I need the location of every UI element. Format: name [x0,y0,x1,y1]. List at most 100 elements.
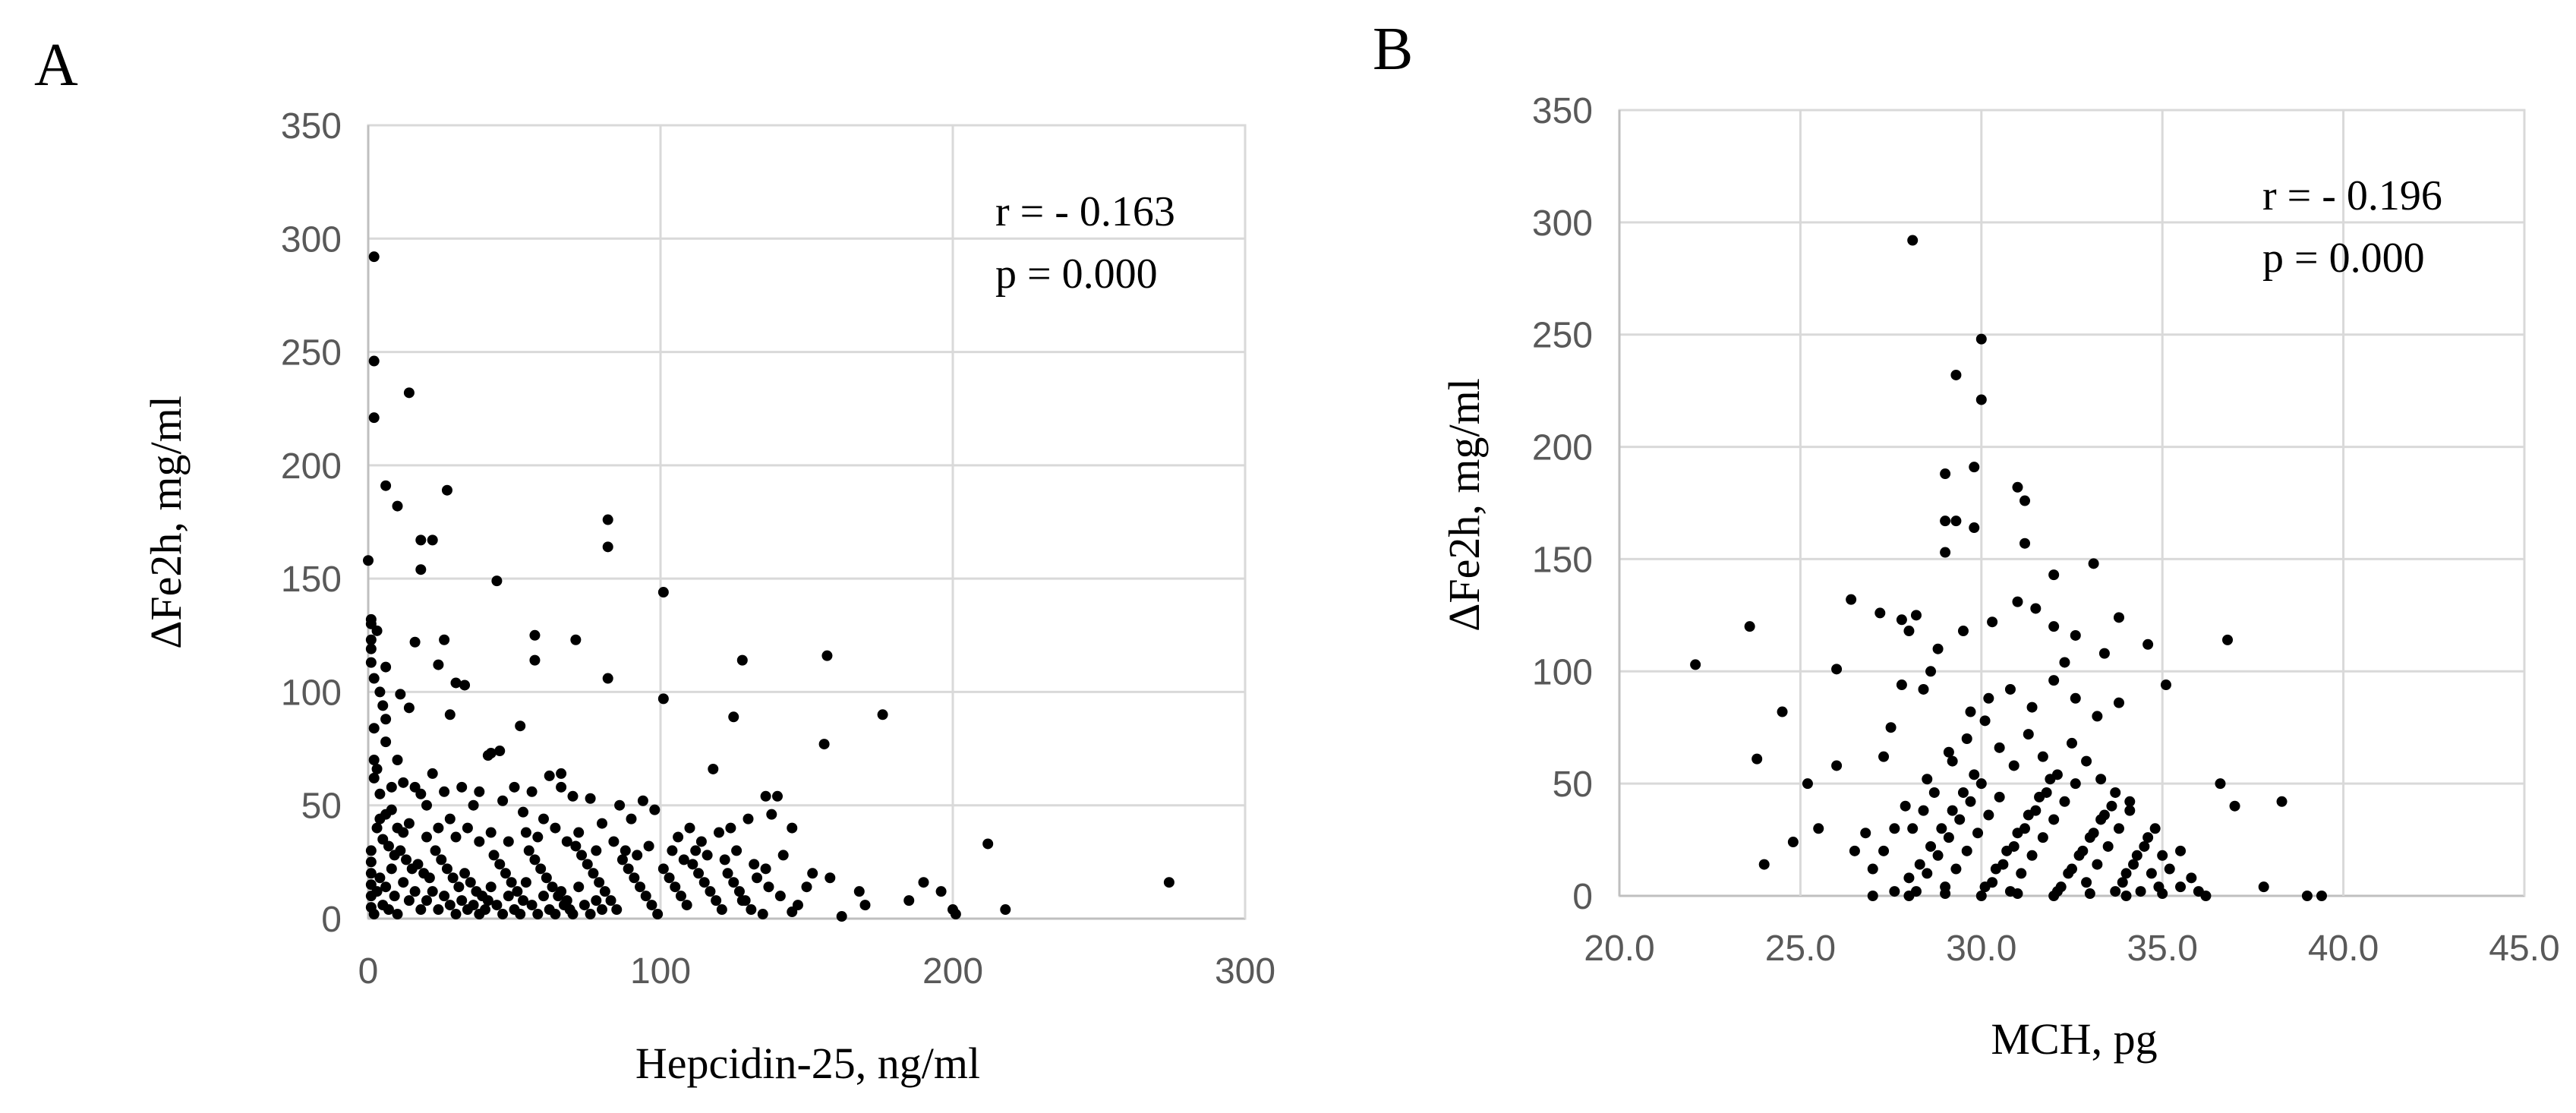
data-point [2059,796,2070,807]
data-point [561,836,572,847]
data-point [2149,823,2161,834]
data-point [1928,787,1940,798]
data-point [409,781,421,793]
data-point [447,872,459,884]
data-point [368,355,380,367]
data-point [401,854,412,865]
data-point [561,895,572,906]
y-tick-label: 100 [1532,652,1593,692]
data-point [2037,832,2048,843]
data-point [695,836,707,847]
panel-b-correlation-r: r = - 0.196 [2262,172,2442,219]
data-point [415,564,427,575]
data-point [635,881,646,893]
data-point [733,886,745,897]
data-point [532,909,544,920]
x-tick-label: 100 [630,951,691,992]
data-point [719,854,730,865]
panel-a-p-value: p = 0.000 [995,251,1158,298]
data-point [1940,516,1951,527]
data-point [2146,868,2157,879]
data-point [2077,845,2089,856]
data-point [2222,634,2234,645]
data-point [2157,888,2168,900]
data-point [1889,823,1900,834]
data-point [1961,733,1972,744]
x-tick-label: 25.0 [1765,929,1836,969]
data-point [1954,814,1966,825]
data-point [772,790,783,802]
panel-a-y-axis-title: ΔFe2h, mg/ml [141,396,191,649]
data-point [2113,612,2124,623]
data-point [1802,778,1813,790]
data-point [2016,868,2027,879]
data-point [482,895,493,906]
data-point [918,877,929,888]
data-point [509,781,520,793]
data-point [436,854,447,865]
x-tick-label: 300 [1215,951,1275,992]
data-point [1961,845,1972,856]
data-point [439,634,450,645]
data-point [421,799,432,811]
data-point [664,872,675,884]
data-point [777,850,789,861]
data-point [687,859,698,870]
data-point [427,534,438,546]
data-point [1969,462,1980,473]
data-point [739,895,751,906]
data-point [2258,881,2269,893]
data-point [403,818,415,829]
data-point [380,809,392,820]
data-point [1979,715,1991,727]
data-point [520,877,531,888]
panel-b-x-tick-labels: 20.0 25.0 30.0 35.0 40.0 45.0 [1584,929,2559,969]
data-point [714,827,724,838]
data-point [398,877,409,888]
data-point [368,251,380,263]
panel-b-label: B [1373,16,1413,83]
data-point [2088,558,2099,569]
data-point [427,886,438,897]
panel-b-y-axis-title: ΔFe2h, mg/ml [1439,378,1489,632]
data-point [474,836,485,847]
data-point [1918,805,1929,816]
data-point [456,895,468,906]
data-point [374,788,386,799]
data-point [2157,850,2168,861]
data-point [2124,796,2136,807]
x-tick-label: 35.0 [2127,929,2197,969]
data-point [792,900,803,911]
data-point [1965,796,1976,807]
data-point [2084,888,2095,900]
data-point [1932,643,1944,654]
data-point [2026,850,2038,861]
data-point [591,895,602,906]
data-point [836,911,847,922]
data-point [2142,832,2154,843]
data-point [488,850,500,861]
data-point [368,723,380,734]
data-point [1975,778,1987,790]
data-point [1867,863,1878,875]
data-point [415,904,427,916]
data-point [877,709,888,720]
data-point [1910,610,1922,621]
data-point [368,412,380,424]
data-point [1831,664,1843,675]
data-point [859,900,871,911]
data-point [398,777,409,788]
data-point [614,799,626,811]
data-point [1903,626,1915,637]
data-point [752,872,763,884]
data-point [649,804,661,815]
data-point [459,868,471,879]
data-point [450,677,462,689]
data-point [2106,800,2117,812]
data-point [1867,891,1878,901]
data-point [1950,516,1962,527]
data-point [1914,859,1925,870]
y-tick-label: 300 [281,219,342,260]
data-point [2229,800,2240,812]
data-point [441,484,452,496]
